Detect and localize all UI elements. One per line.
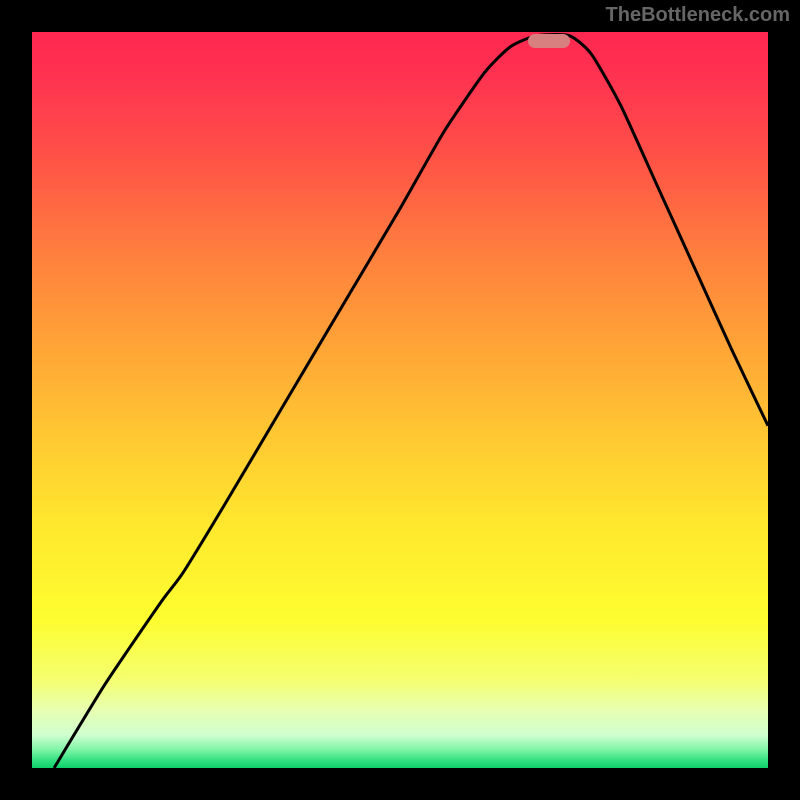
optimal-marker (528, 34, 570, 48)
plot-area (32, 32, 768, 768)
bottleneck-curve (32, 32, 768, 768)
attribution-text: TheBottleneck.com (606, 4, 790, 27)
